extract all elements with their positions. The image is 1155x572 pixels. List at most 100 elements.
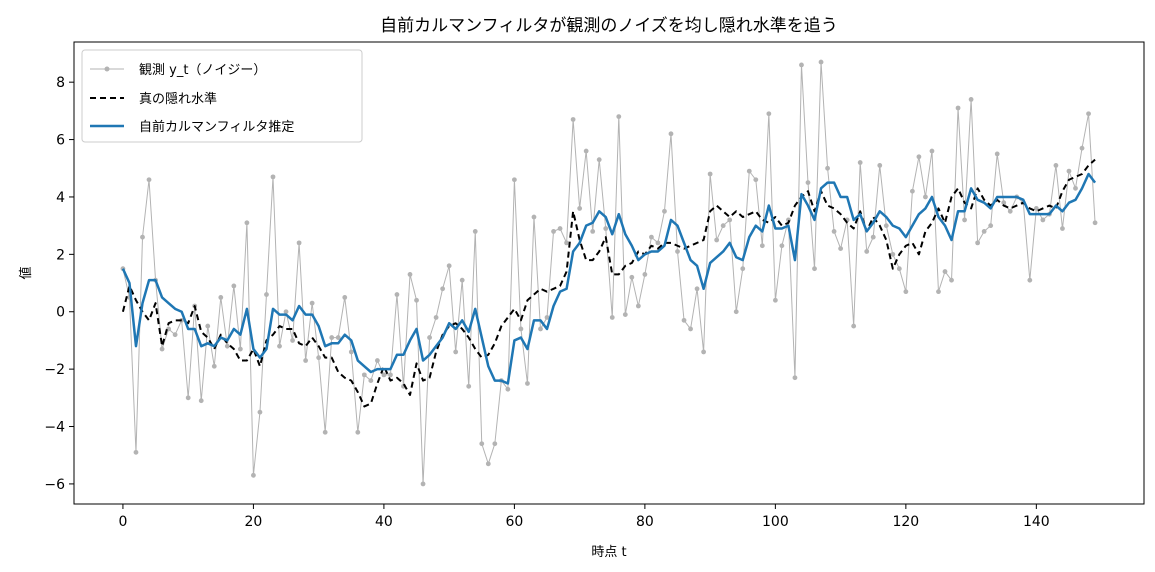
observed-point — [642, 272, 648, 277]
y-tick-label: 0 — [56, 305, 65, 321]
observed-point — [772, 297, 778, 303]
y-axis: −6 −4 −2 0 2 4 6 8 — [44, 75, 74, 493]
observed-point — [1053, 162, 1059, 168]
observed-point — [864, 249, 870, 254]
observed-point — [753, 177, 759, 183]
observed-point — [368, 378, 374, 384]
observed-point — [570, 117, 576, 122]
observed-point — [596, 157, 602, 163]
observed-point — [812, 266, 817, 272]
observed-point — [792, 375, 798, 381]
observed-point — [609, 315, 615, 320]
axes-frame — [73, 41, 1145, 505]
observed-point — [988, 223, 994, 229]
observed-point — [649, 234, 654, 240]
legend-true-label: 真の隠れ水準 — [139, 91, 217, 107]
observed-point — [551, 228, 556, 234]
observed-point — [407, 272, 413, 277]
observed-point — [942, 269, 948, 274]
observed-point — [374, 358, 380, 363]
observed-point — [329, 335, 335, 340]
y-axis-label: 値 — [18, 266, 34, 279]
observed-point — [635, 303, 641, 309]
series-line-observed — [122, 61, 1096, 485]
observed-point — [361, 372, 367, 378]
observed-point — [975, 240, 981, 246]
observed-point — [740, 266, 746, 272]
x-tick-label: 40 — [375, 514, 393, 530]
y-tick-label: −4 — [44, 420, 65, 436]
observed-point — [655, 240, 661, 246]
observed-point — [218, 294, 224, 300]
observed-point — [414, 297, 419, 303]
observed-point — [1086, 111, 1091, 117]
observed-point — [583, 148, 589, 154]
observed-point — [322, 429, 328, 435]
observed-point — [231, 283, 237, 289]
observed-point — [890, 251, 896, 257]
legend-observed-label: 観測 y_t（ノイジー） — [139, 63, 266, 78]
observed-point — [544, 315, 550, 320]
observed-point — [688, 326, 693, 332]
observed-point — [270, 174, 276, 180]
observed-point — [564, 240, 569, 246]
observed-point — [511, 177, 517, 183]
observed-point — [929, 148, 935, 154]
observed-point — [668, 131, 674, 137]
observed-point — [903, 289, 909, 295]
observed-point — [838, 246, 844, 252]
observed-point — [1073, 185, 1078, 191]
observed-point — [492, 441, 498, 447]
y-tick-label: 4 — [56, 190, 65, 206]
observed-point — [962, 217, 967, 223]
observed-point — [825, 165, 830, 171]
observed-point — [224, 343, 230, 349]
observed-point — [936, 289, 941, 295]
observed-point — [472, 228, 478, 234]
observed-point — [707, 171, 713, 177]
y-tick-label: 8 — [56, 75, 65, 91]
y-tick-label: −6 — [44, 477, 65, 493]
observed-point — [433, 315, 439, 320]
observed-point — [244, 220, 250, 226]
y-tick-label: −2 — [44, 362, 65, 378]
observed-point — [616, 114, 622, 120]
x-tick-label: 0 — [118, 514, 127, 530]
observed-point — [466, 383, 472, 389]
observed-point — [440, 286, 446, 292]
observed-point — [309, 300, 315, 306]
observed-point — [662, 208, 667, 214]
observed-point — [251, 472, 256, 478]
observed-point — [896, 266, 902, 272]
observed-point — [140, 234, 145, 240]
observed-point — [538, 326, 543, 332]
observed-point — [485, 461, 491, 467]
observed-point — [388, 372, 393, 378]
observed-point — [955, 105, 961, 111]
y-tick-label: 2 — [56, 247, 65, 263]
observed-point — [518, 326, 524, 332]
observed-point — [283, 309, 289, 315]
x-tick-label: 60 — [505, 514, 523, 530]
observed-point — [818, 59, 824, 65]
observed-point — [1033, 206, 1039, 211]
observed-point — [1079, 145, 1085, 151]
observed-point — [427, 335, 432, 340]
observed-point — [805, 180, 811, 186]
observed-point — [714, 237, 720, 243]
observed-point — [172, 332, 178, 338]
observed-point — [883, 223, 889, 229]
observed-point — [394, 292, 400, 297]
x-tick-label: 20 — [245, 514, 263, 530]
observed-point — [622, 312, 628, 318]
x-tick-label: 80 — [636, 514, 654, 530]
observed-point — [857, 160, 863, 165]
observed-point — [1060, 226, 1065, 231]
observed-point — [831, 228, 837, 234]
observed-point — [590, 228, 596, 234]
chart-title: 自前カルマンフィルタが観測のノイズを均し隠れ水準を追う — [380, 16, 838, 36]
observed-point — [316, 355, 322, 361]
observed-point — [198, 398, 204, 404]
observed-point — [720, 223, 726, 229]
observed-point — [303, 358, 309, 363]
